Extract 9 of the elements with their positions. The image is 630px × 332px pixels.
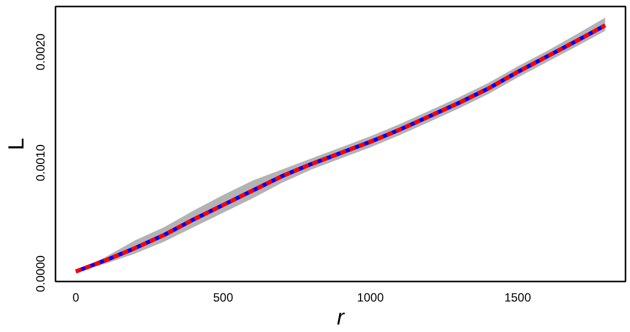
x-tick-label: 1000 — [357, 290, 384, 304]
x-tick-label: 500 — [213, 290, 234, 304]
y-tick-label: 0.0020 — [34, 33, 48, 70]
x-tick-label: 1500 — [504, 290, 532, 304]
y-tick-label: 0.0000 — [34, 255, 48, 292]
x-axis-title: r — [336, 304, 346, 330]
x-tick-label: 0 — [72, 290, 80, 304]
y-axis-title: L — [4, 138, 28, 150]
y-tick-label: 0.0010 — [34, 144, 48, 182]
